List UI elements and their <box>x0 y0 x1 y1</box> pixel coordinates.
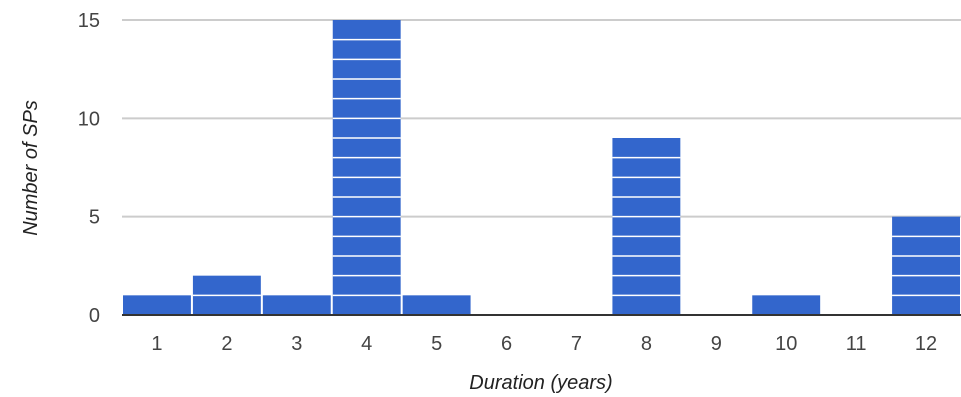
bars <box>123 20 960 315</box>
x-tick-label: 6 <box>501 333 512 355</box>
x-axis-title: Duration (years) <box>469 372 612 394</box>
gridlines <box>122 19 961 218</box>
x-tick-label: 12 <box>915 333 937 355</box>
x-tick-labels: 1 2 3 4 5 6 7 8 9 10 11 12 <box>151 333 937 355</box>
bar-rect <box>332 20 401 315</box>
bar <box>402 295 471 315</box>
bar <box>892 216 960 315</box>
bar <box>752 295 821 315</box>
x-tick-label: 11 <box>846 333 867 355</box>
bar <box>612 138 681 315</box>
y-tick-label: 15 <box>78 10 100 32</box>
x-tick-label: 9 <box>711 333 722 355</box>
x-tick-label: 7 <box>571 333 582 355</box>
x-tick-label: 10 <box>775 333 797 355</box>
x-tick-label: 4 <box>361 333 372 355</box>
x-tick-label: 8 <box>641 333 652 355</box>
bar <box>262 295 331 315</box>
bar-rect <box>402 295 471 315</box>
x-tick-label: 5 <box>431 333 442 355</box>
bar <box>123 295 191 315</box>
x-tick-label: 2 <box>221 333 232 355</box>
bar <box>192 275 261 315</box>
y-tick-label: 5 <box>89 207 100 229</box>
x-tick-label: 3 <box>291 333 302 355</box>
bar-rect <box>892 216 960 315</box>
bar <box>332 20 401 315</box>
bar-rect <box>123 295 191 315</box>
bar-rect <box>752 295 821 315</box>
bar-rect <box>262 295 331 315</box>
y-axis-title: Number of SPs <box>20 100 42 236</box>
y-tick-label: 10 <box>78 108 100 130</box>
y-tick-label: 0 <box>89 305 100 327</box>
y-tick-labels: 0 5 10 15 <box>78 10 100 327</box>
bar-rect <box>612 138 681 315</box>
x-tick-label: 1 <box>151 333 162 355</box>
